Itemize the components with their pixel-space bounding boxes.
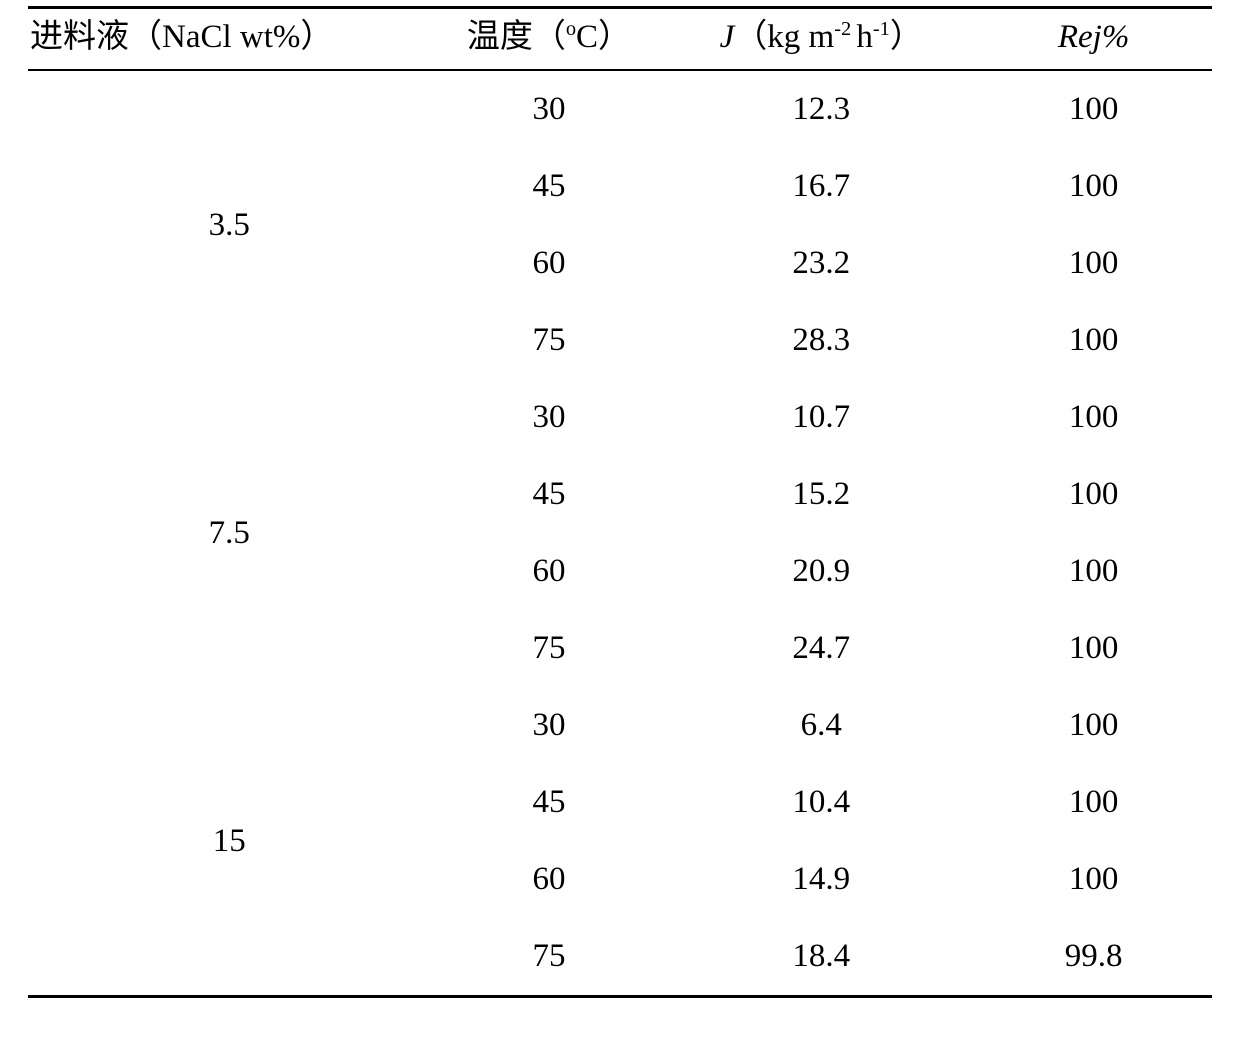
cell-temp: 45: [431, 764, 668, 841]
table-row: 7.5 30 10.7 100: [28, 379, 1212, 456]
data-table-container: 进料液（NaCl wt%） 温度（oC） J（kg m-2 h-1） Rej% …: [0, 0, 1240, 998]
data-table: 进料液（NaCl wt%） 温度（oC） J（kg m-2 h-1） Rej% …: [28, 6, 1212, 998]
cell-flux: 10.4: [667, 764, 975, 841]
cell-temp: 60: [431, 225, 668, 302]
cell-rej: 100: [975, 70, 1212, 148]
cell-flux: 24.7: [667, 610, 975, 687]
cell-flux: 6.4: [667, 687, 975, 764]
cell-rej: 100: [975, 841, 1212, 918]
cell-temp: 30: [431, 687, 668, 764]
col-header-rej: Rej%: [975, 8, 1212, 71]
cell-flux: 16.7: [667, 148, 975, 225]
cell-rej: 100: [975, 302, 1212, 379]
cell-temp: 45: [431, 148, 668, 225]
cell-rej: 100: [975, 379, 1212, 456]
cell-flux: 18.4: [667, 918, 975, 997]
cell-temp: 60: [431, 533, 668, 610]
cell-rej: 100: [975, 148, 1212, 225]
cell-temp: 30: [431, 70, 668, 148]
cell-rej: 100: [975, 764, 1212, 841]
cell-flux: 23.2: [667, 225, 975, 302]
table-row: 15 30 6.4 100: [28, 687, 1212, 764]
cell-rej: 100: [975, 610, 1212, 687]
cell-feed: 15: [28, 687, 431, 997]
table-header-row: 进料液（NaCl wt%） 温度（oC） J（kg m-2 h-1） Rej%: [28, 8, 1212, 71]
cell-rej: 100: [975, 456, 1212, 533]
cell-temp: 75: [431, 302, 668, 379]
cell-feed: 7.5: [28, 379, 431, 687]
cell-feed: 3.5: [28, 70, 431, 379]
col-header-flux: J（kg m-2 h-1）: [667, 8, 975, 71]
cell-temp: 30: [431, 379, 668, 456]
cell-flux: 20.9: [667, 533, 975, 610]
cell-flux: 10.7: [667, 379, 975, 456]
cell-temp: 45: [431, 456, 668, 533]
cell-rej: 100: [975, 687, 1212, 764]
cell-rej: 100: [975, 225, 1212, 302]
table-body: 3.5 30 12.3 100 45 16.7 100 60 23.2 100 …: [28, 70, 1212, 997]
cell-flux: 12.3: [667, 70, 975, 148]
cell-rej: 99.8: [975, 918, 1212, 997]
col-header-temp: 温度（oC）: [431, 8, 668, 71]
cell-rej: 100: [975, 533, 1212, 610]
cell-flux: 28.3: [667, 302, 975, 379]
table-row: 3.5 30 12.3 100: [28, 70, 1212, 148]
cell-temp: 75: [431, 610, 668, 687]
cell-flux: 14.9: [667, 841, 975, 918]
cell-temp: 60: [431, 841, 668, 918]
col-header-feed: 进料液（NaCl wt%）: [28, 8, 431, 71]
cell-temp: 75: [431, 918, 668, 997]
cell-flux: 15.2: [667, 456, 975, 533]
